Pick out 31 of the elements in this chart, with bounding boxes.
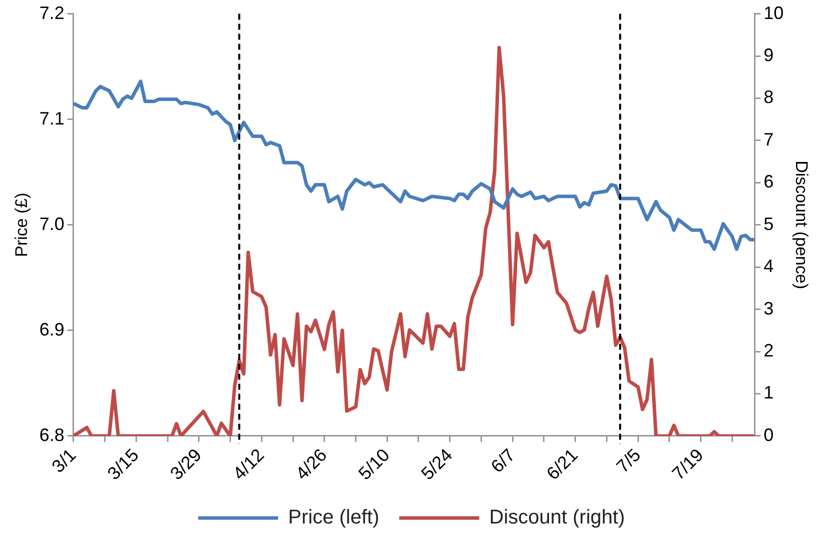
y2-tick-label: 2: [764, 340, 774, 360]
y2-tick-label: 4: [764, 256, 774, 276]
x-tick-label: 7/5: [612, 444, 644, 477]
y2-tick-label: 1: [764, 382, 774, 403]
y2-tick-label: 3: [764, 298, 774, 318]
y-tick-label: 6.9: [39, 319, 64, 340]
y2-tick-label: 6: [764, 172, 774, 192]
y-tick-label: 7.0: [39, 214, 64, 234]
x-tick-label: 3/15: [104, 444, 142, 484]
y2-tick-label: 0: [764, 424, 774, 445]
legend-label: Price (left): [288, 506, 380, 529]
x-tick-label: 7/19: [668, 444, 708, 484]
legend-label: Discount (right): [489, 506, 625, 529]
x-tick-label: 6/21: [542, 444, 582, 484]
y-axis-title: Price (£): [12, 192, 31, 257]
y2-tick-label: 8: [764, 87, 774, 108]
y2-tick-label: 9: [764, 44, 774, 65]
x-tick-label: 4/12: [229, 444, 268, 484]
x-tick-label: 4/26: [292, 444, 331, 484]
y-tick-label: 7.2: [39, 2, 64, 23]
y2-tick-label: 10: [764, 2, 784, 23]
x-tick-label: 3/29: [166, 444, 206, 484]
x-tick-label: 5/24: [417, 444, 456, 484]
y2-axis-title: Discount (pence): [792, 160, 812, 290]
y-tick-label: 7.1: [39, 108, 64, 128]
y-tick-label: 6.8: [39, 424, 64, 445]
y2-tick-label: 7: [764, 129, 774, 150]
x-tick-label: 6/7: [487, 444, 519, 477]
y2-tick-label: 5: [764, 214, 774, 234]
x-tick-label: 5/10: [354, 444, 394, 484]
x-tick-label: 3/1: [48, 444, 80, 477]
